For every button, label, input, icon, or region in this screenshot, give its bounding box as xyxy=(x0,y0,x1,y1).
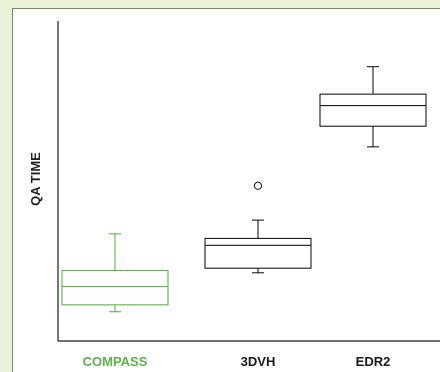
y-axis-label: QA TIME xyxy=(28,152,43,206)
iqr-box-3dvh xyxy=(204,237,312,269)
box-compass xyxy=(61,233,169,313)
category-label-compass: COMPASS xyxy=(83,354,148,369)
box-edr2 xyxy=(319,66,427,148)
category-label-3dvh: 3DVH xyxy=(241,354,276,369)
iqr-box-edr2 xyxy=(319,93,427,127)
box-3dvh xyxy=(204,181,312,274)
boxes-layer xyxy=(61,66,427,313)
outlier-point-3dvh-0 xyxy=(253,181,263,190)
category-labels: COMPASS 3DVH EDR2 xyxy=(83,354,391,369)
chart-panel: QA TIME COMPASS 3DVH EDR2 xyxy=(12,8,440,372)
box-plot-chart: QA TIME COMPASS 3DVH EDR2 xyxy=(28,21,440,369)
iqr-box-compass xyxy=(61,269,169,306)
category-label-edr2: EDR2 xyxy=(356,354,391,369)
